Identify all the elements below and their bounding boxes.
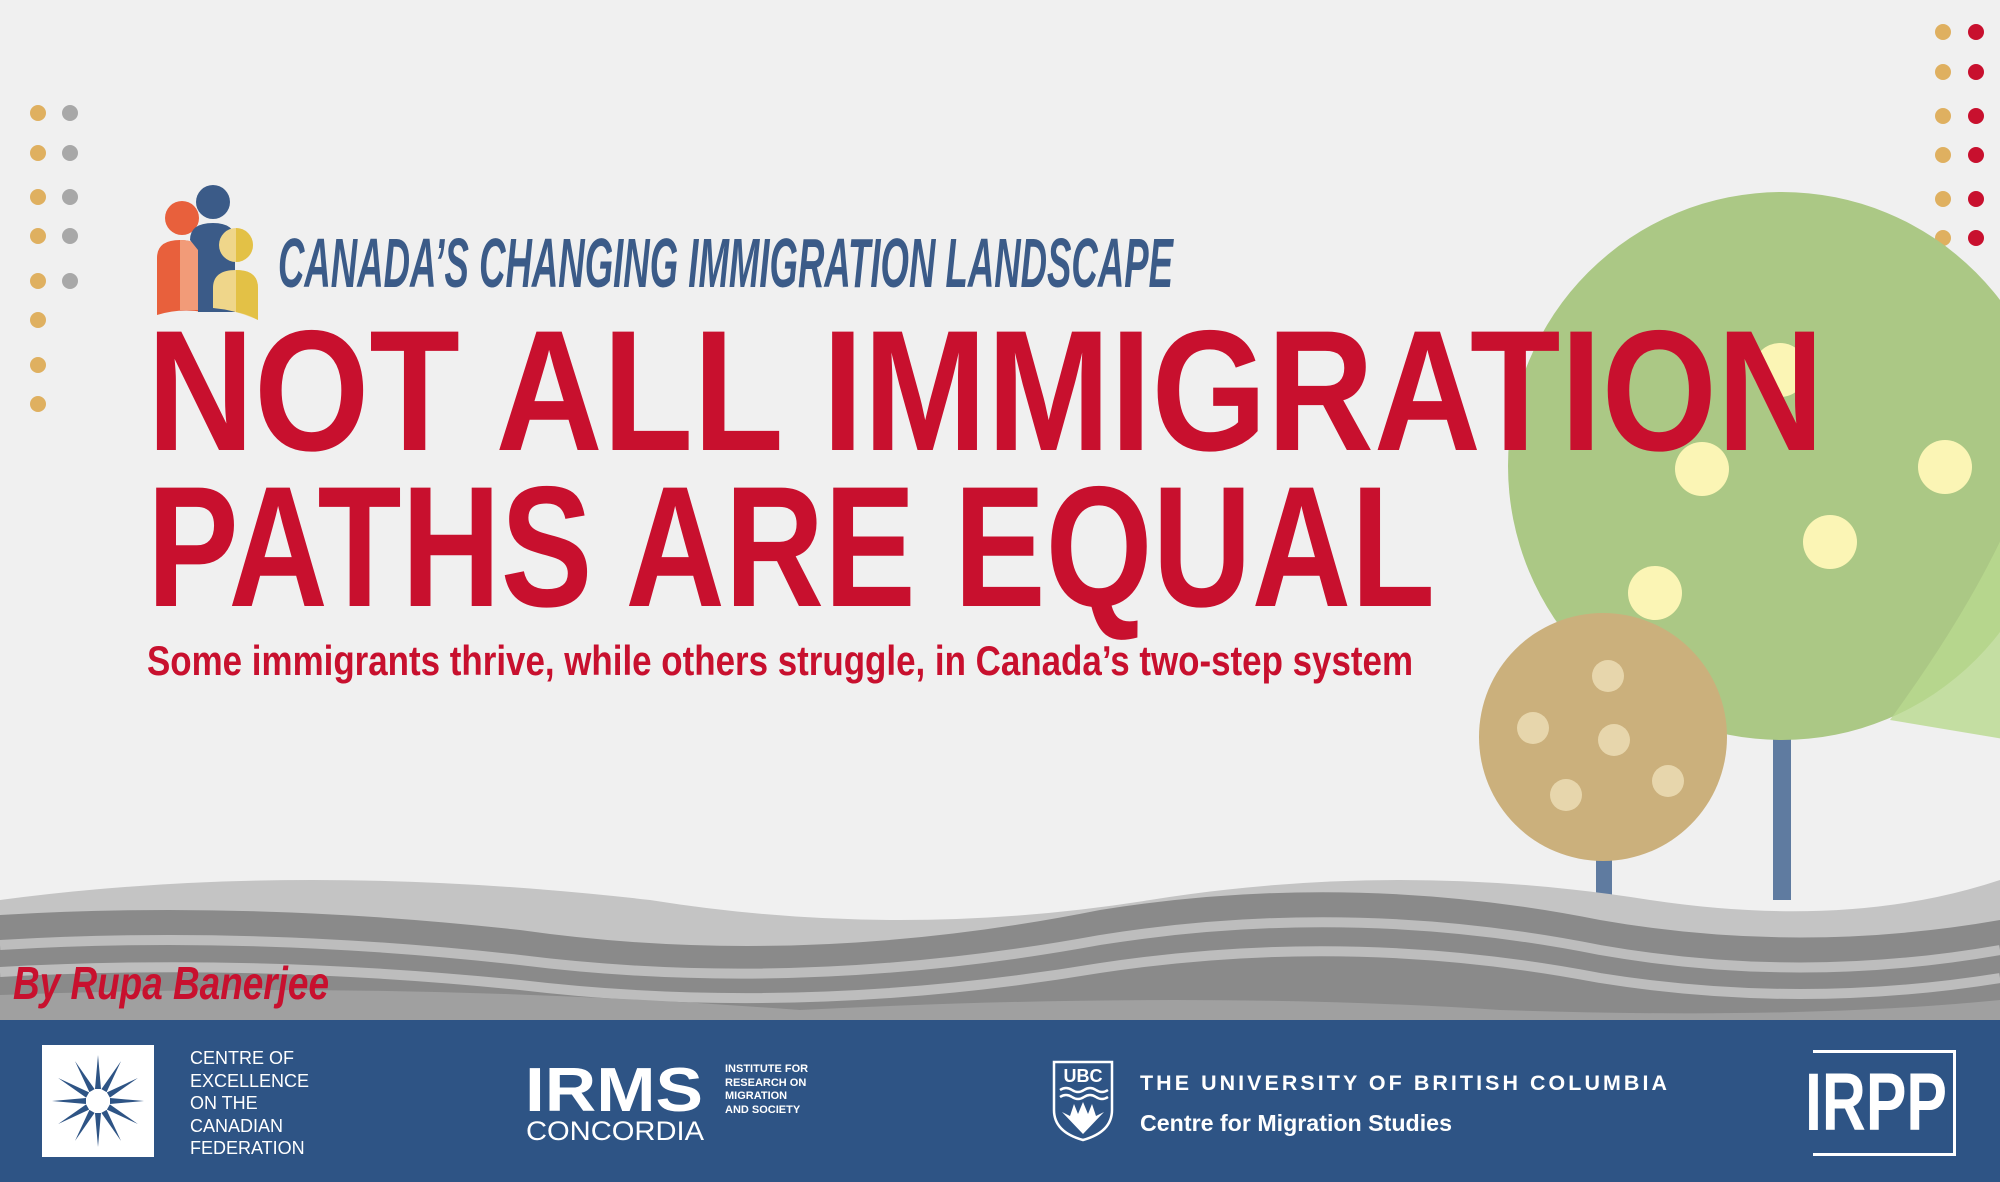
irms-concordia: CONCORDIA <box>526 1116 704 1146</box>
irms-line: MIGRATION <box>725 1090 788 1102</box>
cecf-line: EXCELLENCE <box>190 1070 310 1091</box>
partner-ubc-logo[interactable]: UBC THE UNIVERSITY OF BRITISH COLUMBIA C… <box>1052 1060 1682 1145</box>
cecf-line: CENTRE OF <box>190 1048 295 1068</box>
ubc-name: THE UNIVERSITY OF BRITISH COLUMBIA <box>1140 1072 1670 1095</box>
irms-wordmark: IRMS <box>525 1056 703 1125</box>
ubc-centre-name: Centre for Migration Studies <box>1140 1110 1452 1136</box>
ubc-crest-icon: UBC <box>1052 1060 1114 1142</box>
decorative-dots-right <box>1935 24 1984 246</box>
cecf-line: ON THE <box>190 1093 258 1113</box>
people-family-icon <box>157 185 258 320</box>
partner-cecf-logo[interactable]: CENTRE OF EXCELLENCE ON THE CANADIAN FED… <box>42 1045 322 1160</box>
author-byline: By Rupa Banerjee <box>13 957 329 1009</box>
irms-line: RESEARCH ON <box>725 1076 807 1089</box>
big-tree-trunk <box>1773 730 1791 900</box>
headline-line-1: NOT ALL IMMIGRATION <box>147 295 1824 487</box>
decorative-dots-left <box>30 105 78 412</box>
cecf-line: CANADIAN <box>190 1115 284 1136</box>
partner-irpp-logo[interactable]: IRPP <box>1805 1050 1965 1156</box>
tagline: Some immigrants thrive, while others str… <box>147 637 1413 684</box>
cecf-line: FEDERATION <box>190 1138 305 1158</box>
trees-illustration <box>1479 192 2000 970</box>
ubc-crest-text: UBC <box>1064 1066 1103 1086</box>
irpp-wordmark: IRPP <box>1805 1057 1947 1148</box>
snowflake-icon <box>42 1045 154 1157</box>
partner-irms-logo[interactable]: IRMS CONCORDIA INSTITUTE FOR RESEARCH ON… <box>525 1060 835 1150</box>
series-title: CANADA’S CHANGING IMMIGRATION LANDSCAPE <box>278 224 1173 302</box>
hills-illustration <box>0 880 2000 1025</box>
partner-logos-footer: CENTRE OF EXCELLENCE ON THE CANADIAN FED… <box>0 1020 2000 1182</box>
irms-line: INSTITUTE FOR <box>725 1063 809 1075</box>
headline-line-2: PATHS ARE EQUAL <box>147 451 1435 643</box>
irms-line: AND SOCIETY <box>725 1103 801 1116</box>
